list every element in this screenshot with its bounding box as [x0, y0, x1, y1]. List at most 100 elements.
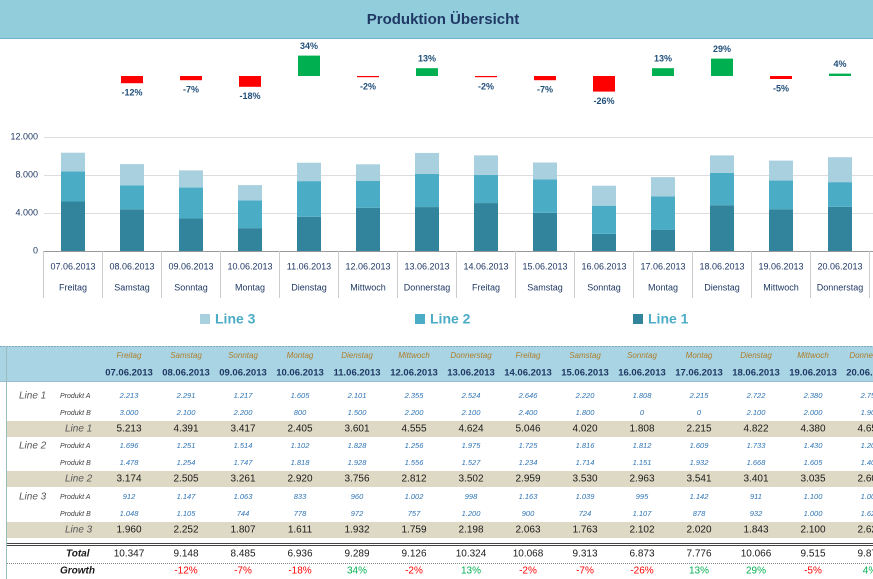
y-tick-label: 12.000 [10, 131, 38, 141]
subtotal-value: 1.843 [743, 525, 768, 536]
product-value: 912 [123, 492, 136, 501]
product-value: 0 [697, 408, 702, 417]
product-value: 1.151 [633, 458, 652, 467]
subtotal-value: 1.932 [344, 525, 369, 536]
table-weekday: Montag [287, 351, 314, 360]
subtotal-value: 4.380 [800, 424, 825, 435]
subtotal-value: 1.759 [401, 525, 426, 536]
bar-segment [297, 181, 321, 217]
product-value: 2.400 [518, 408, 539, 417]
product-value: 911 [750, 492, 762, 501]
product-value: 1.605 [291, 391, 311, 400]
growth-bar [534, 76, 556, 81]
table-date: 14.06.2013 [504, 368, 552, 379]
growth-bar [829, 73, 851, 76]
product-label: Produkt A [60, 393, 91, 400]
product-value: 1.254 [177, 458, 196, 467]
x-tick-label: 10.06.2013 [227, 261, 272, 271]
subtotal-label: Line 3 [65, 525, 93, 536]
bar-segment [533, 179, 557, 213]
total-value: 6.936 [287, 549, 312, 560]
product-value: 1.200 [462, 509, 482, 518]
growth-bar [121, 76, 143, 84]
x-tick-label: 07.06.2013 [50, 261, 95, 271]
product-value: 1.478 [120, 458, 140, 467]
legend-label: Line 2 [430, 311, 471, 327]
product-value: 1.000 [804, 509, 824, 518]
table-date: 19.06.2013 [789, 368, 837, 379]
x-tick-label: 19.06.2013 [758, 261, 803, 271]
subtotal-value: 2.020 [686, 525, 711, 536]
subtotal-value: 2.215 [686, 424, 711, 435]
product-value: 2.646 [518, 391, 539, 400]
subtotal-value: 3.401 [743, 474, 768, 485]
product-value: 1.063 [234, 492, 254, 501]
growth-value: -7% [234, 566, 252, 577]
bar-segment [120, 209, 144, 251]
x-weekday-label: Sonntag [174, 282, 208, 292]
product-value: 1.527 [462, 458, 482, 467]
product-label: Produkt B [60, 511, 91, 518]
bar-segment [533, 212, 557, 251]
product-value: 2.200 [404, 408, 425, 417]
growth-row-label: Growth [60, 566, 95, 577]
product-value: 2.100 [746, 408, 767, 417]
table-weekday: Dienstag [341, 351, 373, 360]
subtotal-band [7, 471, 873, 487]
table-date: 11.06.2013 [333, 368, 380, 379]
product-value: 1.816 [576, 441, 596, 450]
growth-label: -7% [183, 85, 199, 95]
total-value: 10.068 [513, 549, 544, 560]
group-label: Line 3 [19, 492, 47, 503]
table-weekday: Sonntag [228, 351, 258, 360]
subtotal-value: 2.600 [857, 474, 873, 485]
subtotal-band [7, 522, 873, 538]
subtotal-value: 4.650 [857, 424, 873, 435]
growth-value: -2% [405, 566, 423, 577]
x-tick-label: 16.06.2013 [581, 261, 626, 271]
growth-label: 4% [833, 59, 846, 69]
growth-label: -7% [537, 85, 553, 95]
subtotal-value: 2.505 [173, 474, 198, 485]
subtotal-value: 3.417 [230, 424, 255, 435]
x-tick-label: 13.06.2013 [404, 261, 449, 271]
y-tick-label: 0 [33, 245, 38, 255]
product-value: 2.000 [803, 408, 824, 417]
product-label: Produkt B [60, 460, 91, 467]
subtotal-value: 5.046 [515, 424, 540, 435]
table-weekday: Donnerstag [849, 351, 873, 360]
x-weekday-label: Samstag [114, 282, 150, 292]
product-value: 998 [465, 492, 478, 501]
product-value: 1.100 [804, 492, 824, 501]
table-weekday: Dienstag [740, 351, 772, 360]
bar-segment [238, 185, 262, 201]
table-date: 18.06.2013 [732, 368, 780, 379]
subtotal-value: 2.063 [515, 525, 540, 536]
subtotal-value: 2.102 [629, 525, 654, 536]
x-weekday-label: Freitag [472, 282, 500, 292]
product-value: 1.430 [804, 441, 824, 450]
growth-bar [416, 68, 438, 76]
growth-label: 13% [654, 54, 672, 64]
total-value: 9.870 [857, 549, 873, 560]
x-tick-label: 20.06.2013 [817, 261, 862, 271]
product-label: Produkt B [60, 410, 91, 417]
product-value: 2.355 [404, 391, 425, 400]
product-value: 1.102 [291, 441, 311, 450]
growth-value: -7% [576, 566, 594, 577]
bar-segment [238, 228, 262, 251]
subtotal-value: 2.963 [629, 474, 654, 485]
x-weekday-label: Sonntag [587, 282, 621, 292]
bar-segment [415, 152, 439, 174]
title: Produktion Übersicht [367, 11, 520, 28]
x-weekday-label: Donnerstag [404, 282, 451, 292]
subtotal-value: 4.020 [572, 424, 597, 435]
title-bar [0, 0, 873, 38]
total-value: 10.324 [456, 549, 487, 560]
bar-segment [651, 229, 675, 251]
product-value: 1.163 [519, 492, 539, 501]
product-value: 800 [294, 408, 307, 417]
bar-segment [769, 160, 793, 181]
product-value: 724 [579, 509, 592, 518]
